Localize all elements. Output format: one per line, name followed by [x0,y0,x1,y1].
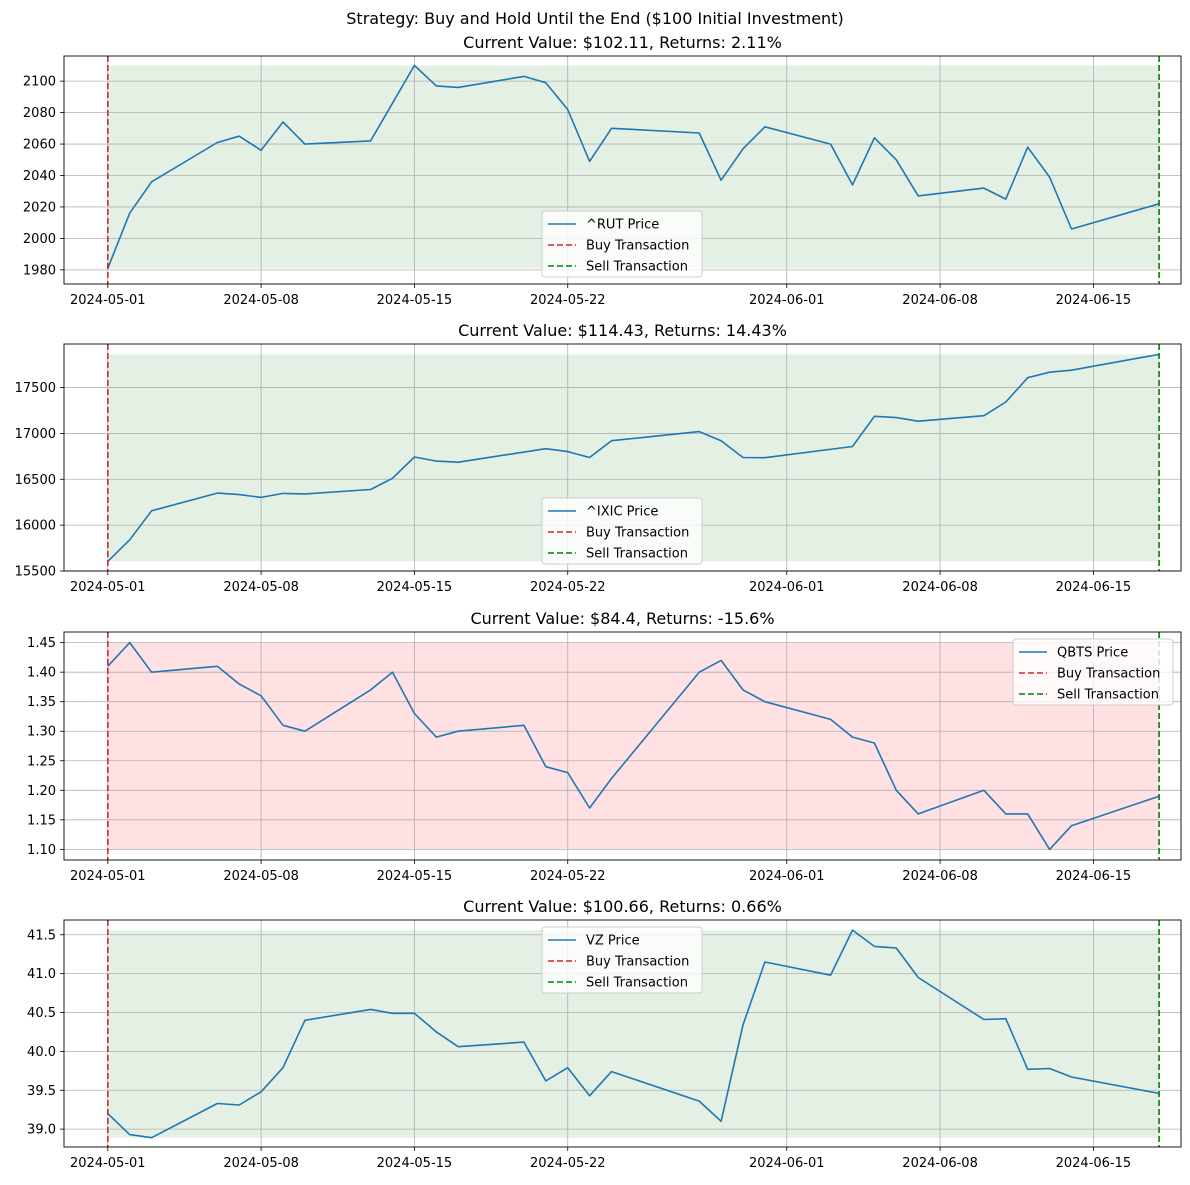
x-tick-label: 2024-05-15 [377,869,453,884]
legend: QBTS Price Buy Transaction Sell Transactio… [1012,638,1174,706]
y-tick-label: 1.30 [27,725,56,740]
y-tick-label: 2060 [23,138,56,153]
figure-suptitle: Strategy: Buy and Hold Until the End ($1… [346,9,843,28]
y-tick-label: 2000 [23,232,56,247]
price-line [107,353,1160,562]
legend-box [541,926,703,994]
chart-panel-4: Current Value: $100.66, Returns: 0.66% 20… [27,897,1182,1171]
legend-box [541,210,703,278]
x-tick-label: 2024-06-01 [749,580,825,595]
x-tick-label: 2024-06-01 [749,1156,825,1171]
y-tick-label: 15500 [15,565,56,580]
y-tick-label: 1.25 [27,754,56,769]
legend-box [541,497,703,565]
holding-period-shade [107,642,1160,850]
x-tick-label: 2024-05-01 [70,1156,146,1171]
x-tick-label: 2024-06-08 [902,580,978,595]
legend-label: Buy Transaction [586,526,689,541]
x-tick-label: 2024-05-08 [223,293,299,308]
axes-frame [63,343,1182,572]
y-tick-label: 16500 [15,473,56,488]
y-tick-label: 2020 [23,200,56,215]
x-tick-label: 2024-06-01 [749,293,825,308]
x-tick-label: 2024-06-08 [902,1156,978,1171]
y-tick-label: 39.5 [27,1084,56,1099]
legend-label: Buy Transaction [1057,667,1160,682]
legend-label: VZ Price [586,934,640,949]
legend-label: Sell Transaction [586,547,688,562]
x-tick-label: 2024-05-08 [223,1156,299,1171]
legend-label: Buy Transaction [586,239,689,254]
x-tick-label: 2024-05-01 [70,580,146,595]
y-tick-label: 1.10 [27,843,56,858]
x-tick-label: 2024-05-22 [530,580,606,595]
price-line [107,929,1160,1139]
x-tick-label: 2024-06-15 [1056,1156,1132,1171]
chart-panel-2: Current Value: $114.43, Returns: 14.43% 2… [15,321,1182,595]
x-tick-label: 2024-05-22 [530,1156,606,1171]
axes-frame [63,631,1182,861]
axes-frame [63,55,1182,285]
legend-label: ^IXIC Price [586,505,658,520]
y-tick-label: 1.15 [27,813,56,828]
y-tick-label: 40.0 [27,1045,56,1060]
legend-label: Sell Transaction [1057,688,1159,703]
x-tick-label: 2024-05-22 [530,869,606,884]
legend-label: Sell Transaction [586,976,688,991]
x-tick-label: 2024-06-15 [1056,293,1132,308]
y-tick-label: 39.0 [27,1123,56,1138]
y-tick-label: 16000 [15,519,56,534]
y-tick-label: 2040 [23,169,56,184]
y-tick-label: 17000 [15,427,56,442]
price-line [107,64,1160,269]
legend-box [1012,638,1174,706]
chart-panel-1: Current Value: $102.11, Returns: 2.11% 20… [23,33,1182,308]
y-tick-label: 2080 [23,106,56,121]
y-tick-label: 2100 [23,75,56,90]
legend-label: QBTS Price [1057,646,1128,661]
legend: ^IXIC Price Buy Transaction Sell Transacti… [541,497,703,565]
y-tick-label: 40.5 [27,1006,56,1021]
x-tick-label: 2024-06-08 [902,869,978,884]
x-tick-label: 2024-06-01 [749,869,825,884]
x-tick-label: 2024-05-15 [377,580,453,595]
x-tick-label: 2024-06-08 [902,293,978,308]
x-tick-label: 2024-05-08 [223,869,299,884]
price-line [107,641,1160,851]
chart-title: Current Value: $114.43, Returns: 14.43% [458,321,787,340]
y-tick-label: 1.35 [27,695,56,710]
y-tick-label: 1980 [23,263,56,278]
y-tick-label: 17500 [15,381,56,396]
y-tick-label: 41.0 [27,967,56,982]
x-tick-label: 2024-06-15 [1056,869,1132,884]
legend-label: Sell Transaction [586,260,688,275]
x-tick-label: 2024-05-22 [530,293,606,308]
x-tick-label: 2024-05-01 [70,869,146,884]
x-tick-label: 2024-05-08 [223,580,299,595]
y-tick-label: 1.45 [27,636,56,651]
x-tick-label: 2024-06-15 [1056,580,1132,595]
legend: ^RUT Price Buy Transaction Sell Transactio… [541,210,703,278]
chart-title: Current Value: $102.11, Returns: 2.11% [463,33,782,52]
legend-label: ^RUT Price [586,218,659,233]
y-tick-label: 41.5 [27,928,56,943]
chart-panel-3: Current Value: $84.4, Returns: -15.6% 202… [27,609,1182,884]
x-tick-label: 2024-05-15 [377,1156,453,1171]
axes-frame [63,919,1182,1148]
x-tick-label: 2024-05-15 [377,293,453,308]
y-tick-label: 1.40 [27,666,56,681]
chart-title: Current Value: $84.4, Returns: -15.6% [470,609,774,628]
y-tick-label: 1.20 [27,784,56,799]
legend-label: Buy Transaction [586,955,689,970]
x-tick-label: 2024-05-01 [70,293,146,308]
chart-title: Current Value: $100.66, Returns: 0.66% [463,897,782,916]
legend: VZ Price Buy Transaction Sell Transaction [541,926,703,994]
